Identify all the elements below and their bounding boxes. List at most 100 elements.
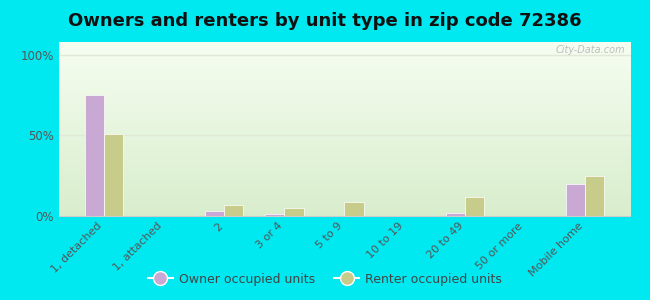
Bar	[58, 138, 630, 140]
Bar	[58, 155, 630, 157]
Bar	[58, 172, 630, 174]
Bar	[58, 199, 630, 200]
Bar	[58, 209, 630, 211]
Bar	[58, 66, 630, 68]
Bar	[58, 131, 630, 133]
Bar	[58, 56, 630, 58]
Bar	[58, 197, 630, 199]
Bar	[58, 169, 630, 171]
Bar	[58, 136, 630, 138]
Bar	[58, 80, 630, 82]
Bar	[58, 160, 630, 162]
Bar	[566, 184, 585, 216]
Bar	[58, 181, 630, 183]
Bar	[58, 96, 630, 98]
Bar	[58, 200, 630, 202]
Bar	[58, 82, 630, 84]
Bar	[58, 148, 630, 150]
Bar	[58, 87, 630, 89]
Bar	[58, 77, 630, 79]
Bar	[58, 52, 630, 54]
Bar	[58, 185, 630, 186]
Bar	[58, 49, 630, 51]
Bar	[344, 202, 364, 216]
Bar	[58, 134, 630, 136]
Bar	[58, 44, 630, 46]
Bar	[58, 125, 630, 127]
Bar	[58, 46, 630, 47]
Bar	[58, 174, 630, 176]
Bar	[58, 153, 630, 155]
Bar	[58, 70, 630, 72]
Bar	[58, 124, 630, 125]
Bar	[58, 145, 630, 146]
Bar	[58, 143, 630, 145]
Bar	[58, 79, 630, 80]
Bar	[446, 213, 465, 216]
Bar	[104, 134, 123, 216]
Bar	[58, 152, 630, 153]
Bar	[58, 190, 630, 192]
Bar	[58, 141, 630, 143]
Bar	[58, 133, 630, 134]
Bar	[58, 47, 630, 49]
Bar	[58, 54, 630, 56]
Bar	[58, 101, 630, 103]
Bar	[58, 171, 630, 172]
Bar	[58, 150, 630, 152]
Bar	[58, 89, 630, 91]
Bar	[58, 176, 630, 178]
Bar	[58, 91, 630, 92]
Bar	[58, 42, 630, 44]
Bar	[58, 206, 630, 207]
Bar	[58, 204, 630, 206]
Bar	[58, 183, 630, 185]
Bar	[58, 207, 630, 209]
Legend: Owner occupied units, Renter occupied units: Owner occupied units, Renter occupied un…	[143, 268, 507, 291]
Bar	[465, 197, 484, 216]
Bar	[58, 164, 630, 166]
Bar	[58, 117, 630, 118]
Bar	[58, 167, 630, 169]
Bar	[58, 105, 630, 106]
Bar	[58, 103, 630, 105]
Bar	[58, 75, 630, 77]
Bar	[58, 98, 630, 99]
Bar	[58, 194, 630, 195]
Bar	[224, 205, 243, 216]
Bar	[58, 178, 630, 179]
Bar	[58, 113, 630, 115]
Bar	[205, 211, 224, 216]
Bar	[58, 192, 630, 194]
Bar	[58, 195, 630, 197]
Bar	[58, 212, 630, 214]
Bar	[58, 68, 630, 70]
Bar	[58, 162, 630, 164]
Bar	[58, 186, 630, 188]
Bar	[58, 157, 630, 159]
Bar	[58, 92, 630, 94]
Bar	[58, 84, 630, 85]
Bar	[58, 188, 630, 190]
Bar	[58, 94, 630, 96]
Bar	[58, 72, 630, 73]
Bar	[58, 122, 630, 124]
Bar	[58, 85, 630, 87]
Bar	[58, 146, 630, 148]
Bar	[58, 179, 630, 181]
Bar	[58, 214, 630, 216]
Bar	[58, 99, 630, 101]
Bar	[58, 127, 630, 129]
Bar	[58, 129, 630, 131]
Bar	[58, 211, 630, 212]
Bar	[58, 120, 630, 122]
Bar	[58, 106, 630, 108]
Bar	[58, 202, 630, 204]
Bar	[58, 115, 630, 117]
Bar	[58, 73, 630, 75]
Bar	[58, 108, 630, 110]
Bar	[585, 176, 604, 216]
Bar	[265, 214, 284, 216]
Bar	[58, 159, 630, 160]
Bar	[58, 140, 630, 141]
